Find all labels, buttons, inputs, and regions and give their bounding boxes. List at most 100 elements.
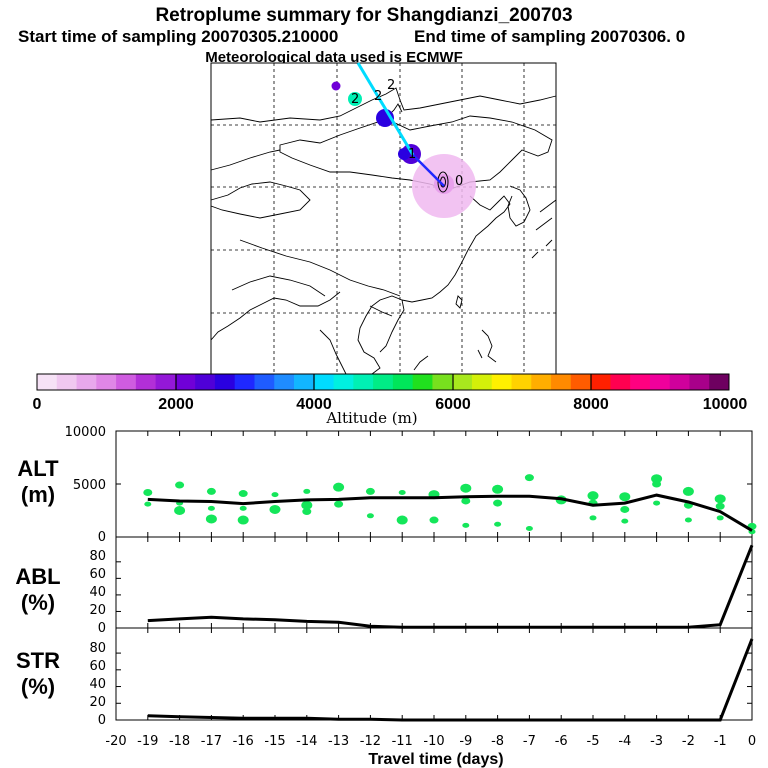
- alt-scatter-point: [366, 513, 374, 519]
- x-tick-label: -11: [392, 734, 413, 749]
- colorbar-frame: [36, 373, 730, 391]
- x-tick-label: -14: [296, 734, 317, 749]
- alt-scatter-point: [175, 481, 185, 489]
- alt-panel-unit: (m): [21, 482, 55, 507]
- alt-scatter-point: [462, 522, 470, 528]
- alt-ytick-5000: 5000: [73, 478, 106, 493]
- colorbar-tick-6000: 6000: [435, 396, 471, 413]
- colorbar-swatch: [195, 374, 216, 390]
- x-tick-label: -17: [201, 734, 222, 749]
- colorbar-swatch: [709, 374, 730, 390]
- alt-scatter-point: [205, 514, 217, 524]
- altitude-colorbar: [36, 373, 730, 391]
- x-tick-label: -7: [523, 734, 536, 749]
- alt-scatter-point: [621, 518, 629, 524]
- alt-series-line: [147, 493, 753, 532]
- alt-scatter-point: [238, 490, 248, 498]
- str-ytick-60: 60: [89, 659, 106, 674]
- abl-series-line: [147, 544, 754, 629]
- abl-ytick-40: 40: [89, 585, 106, 600]
- plume-day-1-blob-b: [398, 148, 410, 160]
- alt-scatter-point: [271, 492, 279, 498]
- colorbar-swatch: [511, 374, 532, 390]
- str-panel-frame: [115, 627, 753, 721]
- alt-y-tick-labels: 10000 5000: [65, 425, 106, 493]
- colorbar-tick-10000: 10000: [703, 396, 748, 413]
- met-data-text: Meteorological data used is ECMWF: [205, 49, 463, 66]
- alt-scatter-point: [620, 505, 630, 513]
- plume-label-day-2b: 2: [387, 78, 395, 93]
- colorbar-swatch: [412, 374, 433, 390]
- alt-scatter-point: [333, 482, 345, 492]
- alt-scatter-point: [461, 497, 471, 505]
- colorbar-tick-0: 0: [33, 396, 42, 413]
- x-tick-label: 0: [748, 734, 756, 749]
- x-tick-label: -19: [137, 734, 158, 749]
- chart-marks: [115, 430, 757, 722]
- x-tick-label: -3: [650, 734, 663, 749]
- colorbar-swatch: [452, 374, 473, 390]
- colorbar-swatch: [37, 374, 58, 390]
- str-ytick-0: 0: [98, 713, 106, 728]
- str-ytick-20: 20: [89, 695, 106, 710]
- alt-scatter-point: [493, 499, 503, 507]
- x-tick-label: -18: [169, 734, 190, 749]
- x-tick-label: -1: [714, 734, 727, 749]
- alt-scatter-point: [651, 474, 663, 484]
- alt-scatter-point: [525, 526, 533, 532]
- colorbar-swatch: [649, 374, 671, 390]
- map-panel: 0 1 2 2 2: [210, 62, 557, 375]
- alt-scatter-point: [716, 515, 724, 521]
- abl-panel-frame: [115, 536, 753, 629]
- alt-scatter-point: [174, 506, 186, 515]
- x-tick-label: -15: [264, 734, 285, 749]
- colorbar-swatch: [116, 374, 137, 390]
- abl-panel-label: ABL: [15, 564, 60, 589]
- colorbar-swatch: [234, 374, 255, 390]
- str-y-tick-labels: 0 20 40 60 80: [89, 641, 106, 728]
- plume-trajectory-upper: [356, 62, 415, 156]
- alt-scatter-point: [396, 515, 408, 525]
- colorbar-swatch: [135, 374, 157, 390]
- x-tick-label: -8: [491, 734, 504, 749]
- x-tick-label: -5: [587, 734, 600, 749]
- colorbar-swatch: [294, 374, 315, 390]
- x-tick-label: -16: [233, 734, 254, 749]
- plume-label-day-1: 1: [408, 147, 416, 162]
- alt-scatter-point: [684, 517, 692, 523]
- colorbar-tick-2000: 2000: [158, 396, 194, 413]
- colorbar-swatch: [531, 374, 552, 390]
- alt-scatter-point: [303, 488, 311, 494]
- colorbar-swatch: [373, 374, 394, 390]
- alt-scatter-point: [301, 500, 313, 510]
- coastlines-borders: [210, 87, 557, 375]
- abl-y-tick-labels: 0 20 40 60 80: [89, 549, 106, 636]
- alt-scatter-point: [143, 488, 153, 496]
- alt-scatter-point: [269, 504, 281, 514]
- colorbar-swatch: [471, 374, 493, 390]
- colorbar-swatch: [333, 374, 354, 390]
- x-tick-label: -4: [618, 734, 631, 749]
- x-tick-label: -9: [459, 734, 472, 749]
- colorbar-swatch: [669, 374, 690, 390]
- colorbar-swatch: [610, 374, 631, 390]
- alt-scatter-point: [365, 487, 375, 495]
- alt-scatter-point: [682, 486, 694, 496]
- plume-day-3-blob: [331, 81, 341, 91]
- alt-scatter-point: [653, 500, 661, 506]
- alt-scatter-point: [460, 483, 472, 493]
- alt-ytick-10000: 10000: [65, 425, 106, 440]
- x-tick-label: -13: [328, 734, 349, 749]
- alt-scatter-point: [714, 494, 726, 504]
- start-time-text: Start time of sampling 20070305.210000: [18, 27, 338, 46]
- alt-scatter-point: [207, 505, 215, 511]
- alt-scatter-point: [144, 501, 152, 507]
- colorbar-swatch: [392, 374, 414, 390]
- plume-trajectory-lower: [412, 154, 445, 187]
- figure-title: Retroplume summary for Shangdianzi_20070…: [155, 5, 572, 26]
- colorbar-swatch: [175, 374, 196, 390]
- x-tick-label: -10: [423, 734, 444, 749]
- alt-scatter-point: [429, 516, 439, 524]
- plume-label-day-2c: 2: [351, 92, 359, 107]
